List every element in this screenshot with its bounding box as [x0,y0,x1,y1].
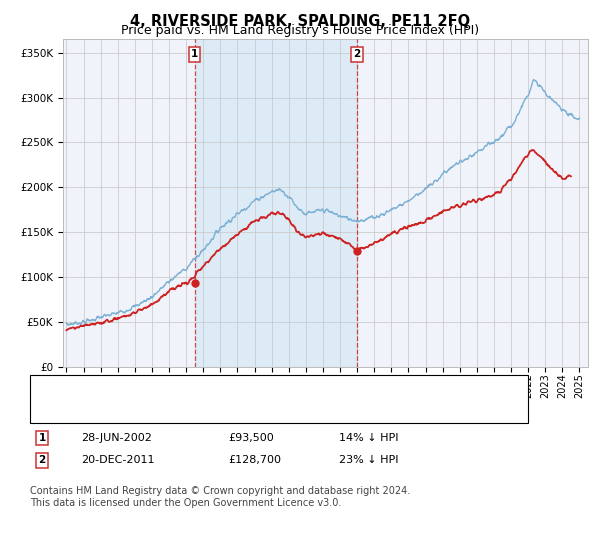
Text: Price paid vs. HM Land Registry's House Price Index (HPI): Price paid vs. HM Land Registry's House … [121,24,479,37]
Bar [194,39,356,367]
Text: 2: 2 [353,49,360,59]
Text: ─────: ───── [39,403,77,416]
Text: 28-JUN-2002: 28-JUN-2002 [81,433,152,443]
Text: Contains HM Land Registry data © Crown copyright and database right 2024.
This d: Contains HM Land Registry data © Crown c… [30,486,410,508]
Text: 14% ↓ HPI: 14% ↓ HPI [339,433,398,443]
Text: 23% ↓ HPI: 23% ↓ HPI [339,455,398,465]
Text: 2: 2 [38,455,46,465]
Text: 4, RIVERSIDE PARK, SPALDING, PE11 2FQ: 4, RIVERSIDE PARK, SPALDING, PE11 2FQ [130,14,470,29]
Text: 20-DEC-2011: 20-DEC-2011 [81,455,155,465]
Text: 4, RIVERSIDE PARK, SPALDING, PE11 2FQ (detached house): 4, RIVERSIDE PARK, SPALDING, PE11 2FQ (d… [75,385,406,394]
Text: 1: 1 [191,49,198,59]
Text: £93,500: £93,500 [228,433,274,443]
Text: HPI: Average price, detached house, South Holland: HPI: Average price, detached house, Sout… [75,404,360,414]
Text: 1: 1 [38,433,46,443]
Text: £128,700: £128,700 [228,455,281,465]
Text: ─────: ───── [39,383,77,396]
